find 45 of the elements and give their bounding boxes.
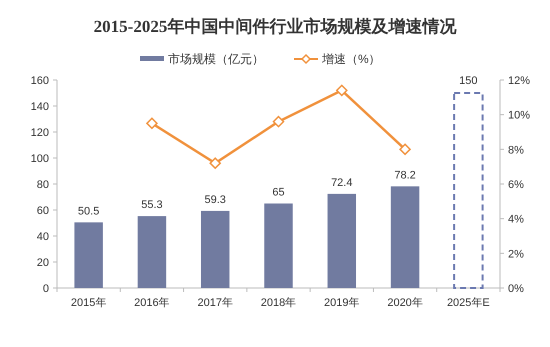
x-tick-label: 2019年 bbox=[324, 297, 360, 309]
data-label: 72.4 bbox=[331, 176, 352, 189]
bar bbox=[328, 194, 356, 288]
bar bbox=[264, 204, 293, 288]
point bbox=[272, 116, 284, 128]
y-tick-label: 120 bbox=[30, 127, 49, 139]
x-tick-label: 2017年 bbox=[197, 297, 233, 309]
data-label: 50.5 bbox=[78, 205, 100, 218]
point bbox=[399, 144, 411, 156]
point bbox=[336, 84, 348, 96]
y2-tick-label: 2% bbox=[508, 248, 524, 260]
chart-title: 2015-2025年中国中间件行业市场规模及增速情况 bbox=[94, 17, 458, 36]
y2-tick-label: 10% bbox=[508, 110, 530, 122]
bar bbox=[200, 210, 230, 288]
y-tick-label: 60 bbox=[36, 205, 49, 217]
y-tick-label: 100 bbox=[30, 153, 49, 165]
y2-tick-label: 0% bbox=[508, 283, 524, 295]
y2-tick-label: 4% bbox=[508, 214, 524, 226]
point bbox=[146, 118, 158, 130]
y-tick-label: 0 bbox=[42, 283, 49, 295]
bar bbox=[390, 186, 420, 288]
point bbox=[209, 157, 221, 169]
y-tick-label: 40 bbox=[36, 231, 49, 243]
legend-label: 增速（%） bbox=[321, 52, 381, 66]
y2-tick-label: 8% bbox=[508, 144, 524, 156]
y-tick-label: 80 bbox=[36, 179, 49, 191]
x-tick-label: 2018年 bbox=[260, 297, 296, 309]
y-tick-label: 140 bbox=[30, 101, 49, 113]
data-label: 78.2 bbox=[394, 169, 416, 182]
bar bbox=[138, 216, 166, 288]
x-tick-label: 2015年 bbox=[70, 297, 106, 309]
x-tick-label: 2025年E bbox=[446, 297, 490, 309]
data-label: 150 bbox=[459, 75, 478, 87]
data-label: 59.3 bbox=[204, 194, 226, 206]
bar bbox=[453, 92, 484, 289]
y-tick-label: 160 bbox=[30, 75, 49, 87]
bar bbox=[74, 222, 103, 288]
x-tick-label: 2020年 bbox=[387, 297, 423, 309]
legend-label: 市场规模（亿元） bbox=[168, 52, 264, 66]
data-label: 55.3 bbox=[141, 199, 163, 212]
y2-tick-label: 12% bbox=[508, 75, 530, 87]
y2-tick-label: 6% bbox=[508, 179, 524, 191]
y-tick-label: 20 bbox=[36, 257, 49, 269]
data-label: 65 bbox=[272, 186, 285, 198]
x-tick-label: 2016年 bbox=[134, 297, 170, 309]
